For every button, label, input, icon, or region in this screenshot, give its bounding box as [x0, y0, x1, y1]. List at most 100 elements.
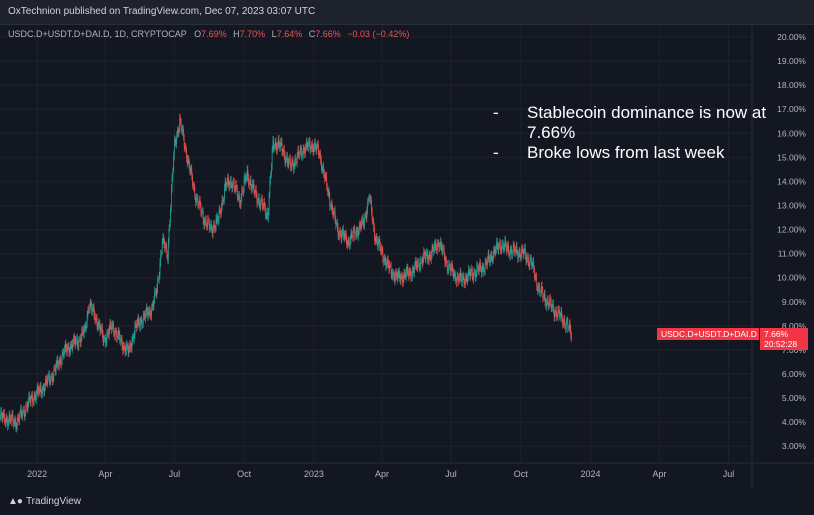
candle-body [36, 386, 38, 394]
candle-body [343, 235, 345, 239]
y-tick-label: 3.00% [782, 441, 807, 451]
candle-body [373, 220, 375, 228]
y-tick-label: 13.00% [777, 200, 806, 210]
candle-body [194, 187, 196, 198]
candle-body [252, 183, 254, 185]
candle-body [262, 205, 264, 207]
price-axis[interactable]: 20.00% 19.00% 18.00% 17.00% 16.00% 15.00% 14.0… [751, 25, 814, 490]
candle-body [483, 266, 484, 273]
candle-body [554, 312, 556, 318]
chart-area[interactable]: 20.00% 19.00% 18.00% 17.00% 16.00% 15.00% 14.0… [0, 25, 814, 490]
candle-body [150, 315, 152, 317]
candle-body [530, 258, 531, 260]
candle-body [106, 333, 108, 343]
candle-body [350, 232, 352, 240]
candle-body [29, 395, 30, 401]
candle-body [307, 146, 309, 148]
candle-body [52, 377, 54, 382]
candle-body [340, 234, 342, 239]
candle-body [230, 180, 232, 186]
candle-body [168, 228, 170, 243]
time-axis[interactable]: 2022 Apr Jul Oct 2023 Apr Jul Oct 2024 Apr Jul [0, 462, 814, 479]
candle-body [143, 314, 145, 316]
candle-body [475, 274, 477, 278]
candle-body [488, 253, 490, 259]
candle-body [433, 248, 434, 252]
candle-body [81, 329, 83, 338]
candle-body [546, 299, 548, 302]
candle-body [88, 309, 90, 311]
candle-body [187, 159, 189, 164]
candle-body [258, 198, 259, 202]
candle-body [45, 378, 46, 387]
candle-body [414, 266, 416, 273]
candle-body [1, 411, 2, 417]
candle-body [63, 352, 65, 356]
candle-body [496, 242, 497, 250]
candlestick-chart[interactable]: 20.00% 19.00% 18.00% 17.00% 16.00% 15.00% 14.0… [0, 25, 814, 490]
candle-body [511, 249, 513, 255]
candle-body [57, 359, 58, 365]
candle-body [377, 242, 379, 247]
candle-body [161, 252, 162, 254]
candle-body [217, 216, 218, 222]
last-price-label: USDC.D+USDT.D+DAI.D 7.66% 20:52:28 [657, 328, 808, 351]
candle-body [487, 259, 488, 266]
candle-body [127, 343, 128, 347]
candle-body [48, 374, 50, 382]
candle-body [521, 248, 523, 250]
candle-body [82, 329, 83, 332]
candle-body [358, 231, 359, 237]
candle-body [124, 345, 126, 353]
text-annotation[interactable]: - Stablecoin dominance is now at 7.66% -… [493, 103, 766, 162]
candle-body [559, 315, 561, 317]
candle-body [431, 246, 433, 256]
candle-body [284, 155, 286, 163]
candle-body [458, 276, 459, 282]
candle-body [496, 242, 498, 246]
candle-body [403, 272, 405, 280]
candle-body [440, 241, 442, 246]
candle-body [72, 343, 74, 349]
price-label-countdown: 20:52:28 [764, 339, 797, 349]
candle-body [202, 211, 204, 220]
candle-body [461, 276, 463, 283]
candle-body [486, 261, 488, 266]
candle-body [48, 374, 49, 378]
candle-body [271, 165, 272, 176]
candle-body [172, 170, 174, 177]
candle-body [404, 272, 406, 274]
footer: ▲● TradingView [0, 490, 814, 515]
candle-body [335, 220, 337, 225]
candle-body [249, 182, 250, 185]
candle-body [69, 352, 71, 353]
candle-body [535, 276, 537, 278]
candle-body [528, 264, 530, 266]
candle-body [170, 188, 172, 209]
candle-body [11, 415, 12, 422]
candle-body [20, 409, 21, 414]
candle-body [321, 168, 323, 170]
candle-body [180, 120, 182, 130]
candle-body [396, 275, 398, 280]
candle-body [162, 237, 164, 244]
candle-body [358, 223, 360, 232]
candle-body [400, 275, 402, 281]
candle-body [311, 144, 313, 148]
candle-body [125, 350, 127, 353]
candle-body [471, 269, 473, 277]
candle-body [84, 325, 86, 329]
y-tick-label: 18.00% [777, 80, 806, 90]
candle-body [259, 203, 261, 208]
candle-body [509, 252, 510, 257]
candle-body [445, 260, 447, 264]
candle-body [402, 279, 404, 283]
candle-body [471, 269, 472, 272]
candle-body [371, 199, 372, 212]
candle-body [360, 226, 362, 228]
candle-body [315, 147, 317, 151]
candle-body [449, 264, 450, 267]
candle-body [417, 262, 419, 269]
candle-body [159, 262, 161, 276]
tradingview-logo[interactable]: ▲● TradingView [8, 496, 81, 507]
